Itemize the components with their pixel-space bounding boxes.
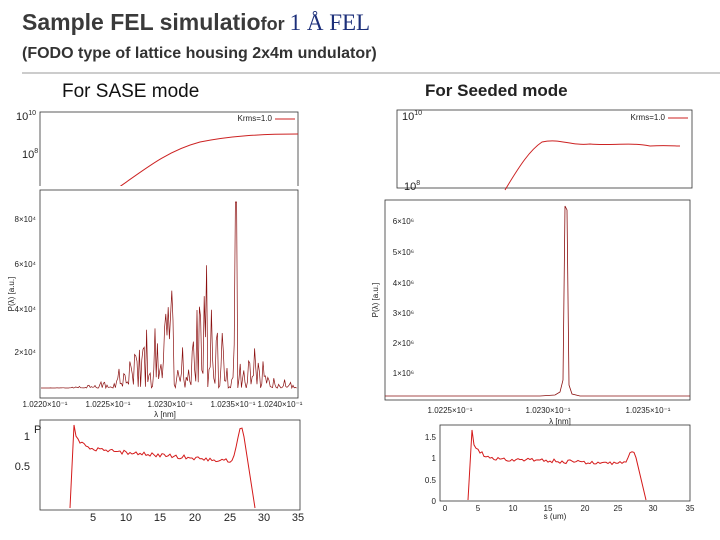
x-tick: 1.0225×10⁻¹ — [86, 400, 131, 409]
y-tick: 4×10⁶ — [393, 279, 414, 288]
x-tick: 25 — [224, 512, 236, 524]
x-tick: 10 — [509, 504, 518, 513]
x-label: s (um) — [544, 512, 567, 521]
legend: Krms=1.0 — [631, 113, 666, 122]
y-tick: 4×10⁴ — [15, 305, 37, 314]
y-tick: 1×10⁶ — [393, 369, 414, 378]
x-tick: 15 — [544, 504, 553, 513]
x-tick: 1.0230×10⁻¹ — [526, 406, 571, 415]
x-tick: 35 — [686, 504, 695, 513]
y-label: P(λ) [a.u.] — [371, 283, 380, 318]
y-tick: 6×10⁶ — [393, 217, 414, 226]
y-tick: 1 — [24, 431, 30, 443]
y-tick: 1 — [432, 454, 437, 463]
y-tick: 108 — [404, 180, 420, 193]
y-tick: 1010 — [16, 110, 36, 123]
y-label: P(λ) [a.u.] — [7, 277, 16, 312]
y-tick: 6×10⁴ — [15, 260, 37, 269]
x-tick: 1.0230×10⁻¹ — [148, 400, 193, 409]
heading: For Seeded mode — [425, 81, 568, 100]
frame — [384, 199, 691, 401]
legend: Krms=1.0 — [238, 114, 273, 123]
y-tick: 3×10⁶ — [393, 309, 414, 318]
heading: For SASE mode — [62, 81, 199, 102]
y-tick: 108 — [22, 148, 38, 161]
title: Sample FEL simulatiofor 1 Å FEL — [22, 9, 370, 35]
y-tick: 0.5 — [425, 476, 437, 485]
y-tick: 0.5 — [15, 461, 30, 473]
frame — [39, 419, 301, 511]
y-tick: 1010 — [402, 110, 422, 123]
curve — [504, 140, 681, 191]
spectrum — [385, 205, 690, 397]
y-tick: 2×10⁶ — [393, 339, 414, 348]
current — [69, 424, 256, 509]
y-tick: 1.5 — [425, 433, 437, 442]
subtitle: (FODO type of lattice housing 2x4m undul… — [22, 45, 377, 62]
x-tick: 1.0235×10⁻¹ — [626, 406, 671, 415]
y-tick: 2×10⁴ — [15, 348, 37, 357]
x-tick: 35 — [292, 512, 304, 524]
current — [467, 429, 647, 501]
panel — [370, 195, 692, 430]
frame — [439, 424, 691, 502]
spectrum — [41, 201, 297, 390]
x-tick: 5 — [90, 512, 96, 524]
x-tick: 0 — [443, 504, 448, 513]
panel — [10, 186, 302, 412]
y-tick: 8×10⁴ — [15, 215, 37, 224]
x-tick: 1.0235×10⁻¹ — [211, 400, 256, 409]
x-tick: 1.0240×10⁻¹ — [258, 400, 303, 409]
y-tick: 0 — [432, 497, 437, 506]
frame — [39, 111, 299, 193]
x-tick: 20 — [189, 512, 201, 524]
x-tick: 1.0225×10⁻¹ — [428, 406, 473, 415]
x-tick: 15 — [154, 512, 166, 524]
x-tick: 10 — [120, 512, 132, 524]
x-label: λ [nm] — [549, 417, 571, 426]
y-tick: 5×10⁶ — [393, 248, 414, 257]
x-tick: 20 — [581, 504, 590, 513]
title-main: Sample FEL simulatio — [22, 9, 261, 35]
y-label: P — [34, 424, 41, 436]
x-tick: 5 — [476, 504, 481, 513]
x-tick: 1.0220×10⁻¹ — [23, 400, 68, 409]
x-tick: 25 — [614, 504, 623, 513]
frame — [39, 189, 299, 399]
title-tail: 1 Å FEL — [290, 10, 371, 35]
curve — [117, 133, 299, 189]
frame — [396, 109, 693, 189]
x-tick: 30 — [649, 504, 658, 513]
x-label: λ [nm] — [154, 410, 176, 419]
x-tick: 30 — [258, 512, 270, 524]
title-for: for — [261, 14, 285, 34]
